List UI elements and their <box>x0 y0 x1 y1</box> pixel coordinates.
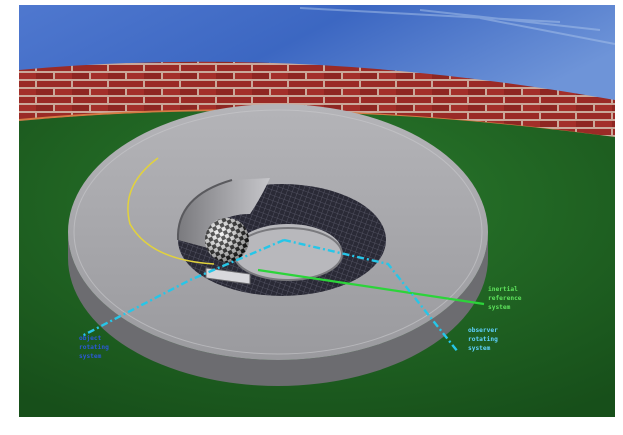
checkered-sphere <box>205 218 249 262</box>
label-inertial-reference-system: inertial reference system <box>488 285 522 311</box>
rotating-system-lines <box>81 238 459 353</box>
svg-text:inertial: inertial <box>488 285 518 293</box>
center-hole <box>234 224 342 280</box>
svg-text:system: system <box>79 353 102 360</box>
svg-text:system: system <box>468 345 491 352</box>
turntable-rim <box>68 232 488 386</box>
svg-text:rotating: rotating <box>468 335 498 343</box>
label-observer-rotating-system: observer rotating system <box>468 327 498 352</box>
svg-text:reference: reference <box>488 295 522 302</box>
inertial-reference-line <box>257 268 485 306</box>
yellow-trajectory <box>127 157 215 265</box>
curved-ramp <box>177 178 270 248</box>
svg-text:system: system <box>488 304 511 311</box>
svg-text:object: object <box>79 334 102 342</box>
svg-text:rotating: rotating <box>79 343 109 351</box>
label-object-rotating-system: object rotating system <box>79 334 109 360</box>
svg-text:observer: observer <box>468 327 498 334</box>
